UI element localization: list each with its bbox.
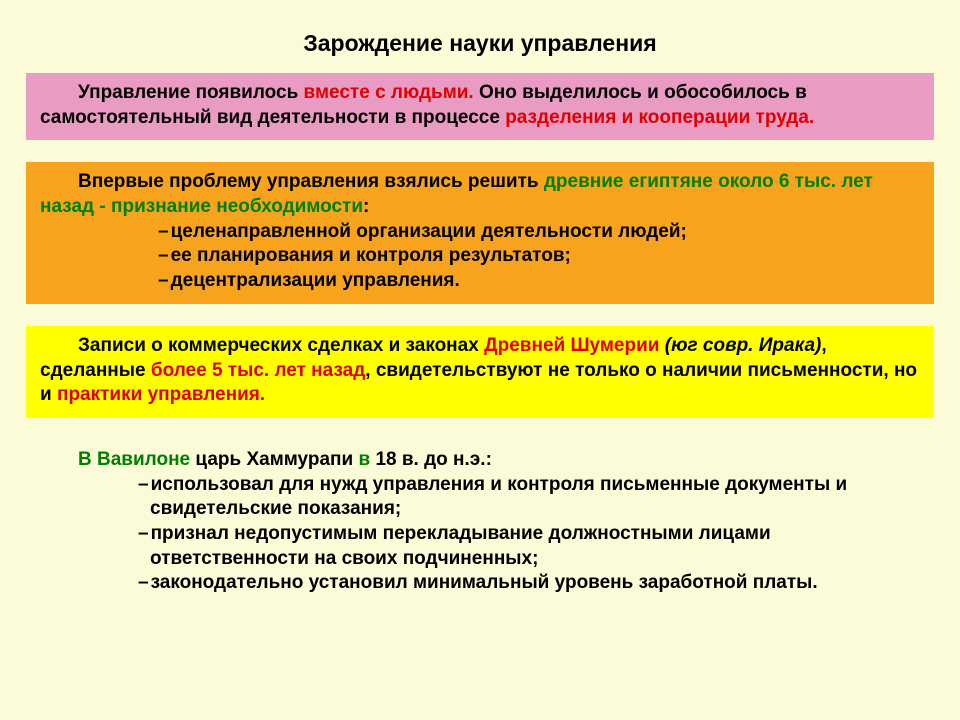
text-highlight: вместе с людьми. — [304, 82, 479, 103]
text: Впервые проблему управления взялись реши… — [78, 171, 544, 192]
text-highlight: Древней Шумерии — [484, 335, 665, 356]
text-highlight: В Вавилоне — [78, 449, 195, 470]
block-intro: Управление появилось вместе с людьми. Он… — [26, 73, 934, 140]
text: царь Хаммурапи — [195, 449, 358, 470]
bullet-item: целенаправленной организации деятельност… — [40, 220, 920, 245]
block-babylon: В Вавилоне царь Хаммурапи в 18 в. до н.э… — [26, 440, 934, 606]
bullet-item: использовал для нужд управления и контро… — [40, 473, 920, 522]
text-highlight: в — [358, 449, 375, 470]
bullet-item: ее планирования и контроля результатов; — [40, 244, 920, 269]
text-highlight: более 5 тыс. лет назад — [151, 360, 365, 381]
text-highlight: практики управления. — [57, 384, 265, 405]
bullet-item: законодательно установил минимальный уро… — [40, 571, 920, 596]
bullet-item: децентрализации управления. — [40, 269, 920, 294]
text-highlight: разделения и кооперации труда. — [505, 107, 814, 128]
block-egypt: Впервые проблему управления взялись реши… — [26, 162, 934, 303]
text: Записи о коммерческих сделках и законах — [78, 335, 484, 356]
text: Управление появилось — [78, 82, 304, 103]
text: : — [363, 196, 369, 217]
slide: Зарождение науки управления Управление п… — [0, 0, 960, 616]
slide-title: Зарождение науки управления — [20, 30, 940, 57]
text: 18 в. до н.э.: — [375, 449, 491, 470]
text-italic: (юг совр. Ирака) — [665, 335, 822, 356]
bullet-item: признал недопустимым перекладывание долж… — [40, 522, 920, 571]
block-sumer: Записи о коммерческих сделках и законах … — [26, 326, 934, 418]
